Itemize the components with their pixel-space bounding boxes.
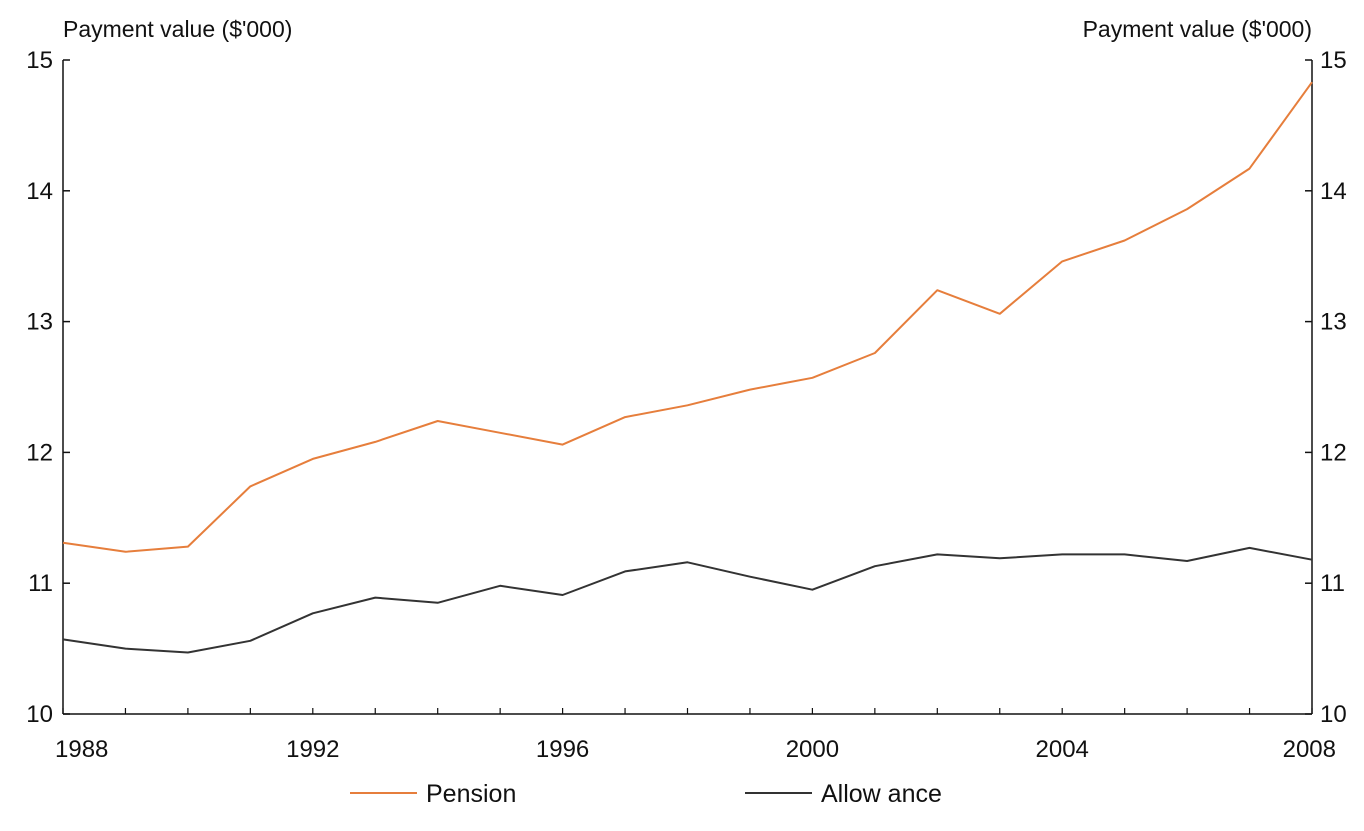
right-axis-title: Payment value ($'000) [1083, 16, 1312, 42]
x-tick-label: 1988 [55, 736, 108, 763]
legend: Pension Allow ance [350, 780, 942, 808]
y-tick-label-left: 12 [26, 439, 53, 466]
y-tick-label-right: 15 [1320, 47, 1347, 74]
series-line-pension [62, 81, 1313, 553]
left-axis-title: Payment value ($'000) [63, 16, 292, 42]
y-tick-label-right: 12 [1320, 439, 1347, 466]
y-tick-label-right: 10 [1320, 701, 1347, 728]
legend-label: Pension [426, 780, 516, 808]
plot-lines [62, 81, 1313, 654]
y-tick-label-left: 14 [26, 178, 53, 205]
x-tick-label: 2000 [786, 736, 839, 763]
series-line-allowance [62, 546, 1313, 654]
x-tick-label: 1992 [286, 736, 339, 763]
y-tick-label-right: 13 [1320, 309, 1347, 336]
y-tick-label-left: 10 [26, 701, 53, 728]
y-tick-label-left: 15 [26, 47, 53, 74]
y-tick-label-right: 11 [1320, 570, 1345, 597]
x-tick-label: 1996 [536, 736, 589, 763]
y-tick-label-right: 14 [1320, 178, 1347, 205]
axes: 10 10 11 11 12 12 13 13 14 14 15 15 1988 1992 1996 2000… [26, 47, 1346, 763]
x-tick-label: 2004 [1036, 736, 1089, 763]
y-tick-label-left: 11 [28, 570, 53, 597]
legend-label: Allow ance [821, 780, 942, 808]
y-tick-label-left: 13 [26, 309, 53, 336]
x-tick-label: 2008 [1283, 736, 1336, 763]
